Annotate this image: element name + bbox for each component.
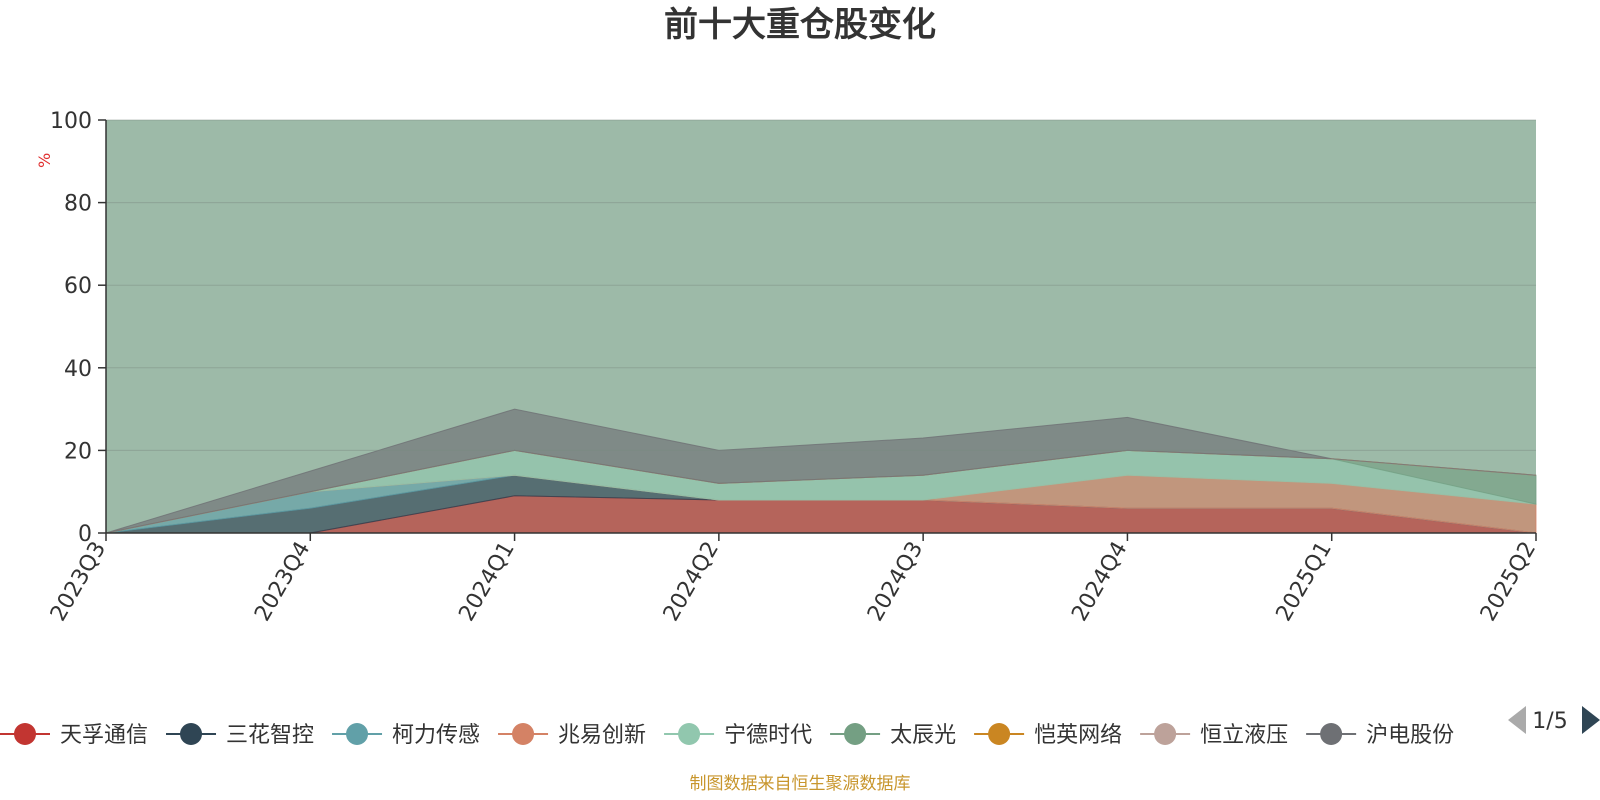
legend-dot-marker [14, 723, 36, 745]
legend-label: 三花智控 [226, 723, 314, 748]
y-axis-label: % [35, 153, 54, 168]
legend-label: 宁德时代 [724, 723, 812, 748]
x-tick-label: 2024Q4 [1067, 538, 1132, 626]
x-tick-label: 2025Q2 [1476, 538, 1541, 626]
legend-label: 沪电股份 [1366, 723, 1454, 748]
legend-page-indicator: 1/5 [1532, 709, 1567, 734]
legend-dot-marker [1154, 723, 1177, 745]
legend-label: 太辰光 [890, 723, 956, 748]
legend-dot-marker [678, 723, 701, 745]
legend-item[interactable]: 宁德时代 [664, 723, 812, 748]
legend-item[interactable]: 恺英网络 [974, 723, 1122, 748]
y-tick-label: 60 [64, 274, 92, 299]
legend-item[interactable]: 太辰光 [830, 723, 956, 748]
legend-pager: 1/5 [1508, 706, 1600, 734]
legend-prev-arrow-icon[interactable] [1508, 706, 1526, 734]
legend-dot-marker [512, 723, 535, 745]
legend-item[interactable]: 柯力传感 [332, 723, 480, 748]
legend-dot-marker [346, 723, 369, 745]
legend-item[interactable]: 恒立液压 [1140, 723, 1288, 748]
x-tick-label: 2024Q2 [659, 538, 724, 626]
legend-item[interactable]: 三花智控 [166, 723, 314, 748]
legend: 天孚通信 三花智控 柯力传感 兆易创新 宁德时代 太辰光 恺英网络 恒立液压 沪电股份 [0, 723, 1454, 748]
legend-label: 恺英网络 [1034, 723, 1122, 748]
legend-label: 柯力传感 [392, 723, 480, 748]
y-tick-label: 0 [78, 522, 92, 547]
y-tick-label: 80 [64, 192, 92, 217]
legend-label: 兆易创新 [558, 723, 646, 748]
legend-item[interactable]: 沪电股份 [1306, 723, 1454, 748]
legend-dot-marker [1320, 723, 1343, 745]
y-tick-label: 40 [64, 357, 92, 382]
x-tick-label: 2025Q1 [1272, 538, 1337, 626]
area-bands [105, 408, 1537, 534]
legend-dot-marker [844, 723, 867, 745]
legend-next-arrow-icon[interactable] [1582, 706, 1600, 734]
legend-items: 天孚通信 三花智控 柯力传感 兆易创新 宁德时代 太辰光 恺英网络 恒立液压 沪电股份 [0, 723, 1454, 748]
y-tick-label: 100 [50, 109, 92, 134]
x-tick-label: 2024Q1 [454, 538, 519, 626]
x-tick-label: 2023Q3 [46, 538, 111, 626]
x-tick-label: 2023Q4 [250, 538, 315, 626]
legend-item[interactable]: 天孚通信 [0, 723, 148, 748]
legend-label: 恒立液压 [1200, 723, 1288, 748]
area-band-series-8 [105, 408, 1537, 534]
legend-item[interactable]: 兆易创新 [498, 723, 646, 748]
legend-label: 天孚通信 [60, 723, 148, 748]
source-footer: 制图数据来自恒生聚源数据库 [690, 774, 911, 794]
y-tick-label: 20 [64, 439, 92, 464]
chart-title: 前十大重仓股变化 [664, 5, 936, 45]
legend-dot-marker [180, 723, 203, 745]
x-tick-label: 2024Q3 [863, 538, 928, 626]
legend-dot-marker [988, 723, 1011, 745]
